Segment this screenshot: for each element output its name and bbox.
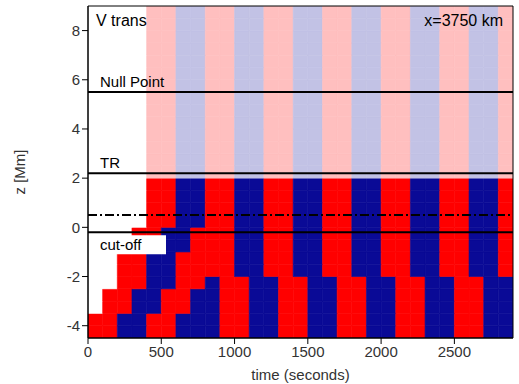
svg-text:-4: -4 [67,317,80,334]
svg-text:Null Point: Null Point [100,73,165,90]
svg-text:-2: -2 [67,268,80,285]
svg-text:TR: TR [100,154,120,171]
svg-text:2: 2 [72,169,80,186]
svg-text:8: 8 [72,22,80,39]
svg-text:4: 4 [72,120,80,137]
svg-text:1000: 1000 [218,343,251,360]
svg-text:time (seconds): time (seconds) [251,366,349,383]
svg-text:z [Mm]: z [Mm] [11,150,28,195]
svg-text:6: 6 [72,71,80,88]
svg-text:0: 0 [84,343,92,360]
svg-text:1500: 1500 [291,343,324,360]
svg-text:cut-off: cut-off [100,236,142,253]
svg-text:2500: 2500 [438,343,471,360]
html-text:V trans: V trans [96,12,147,29]
svg-text:2000: 2000 [364,343,397,360]
svg-text:500: 500 [149,343,174,360]
html-text:x=3750 km: x=3750 km [424,12,503,29]
svg-text:0: 0 [72,219,80,236]
